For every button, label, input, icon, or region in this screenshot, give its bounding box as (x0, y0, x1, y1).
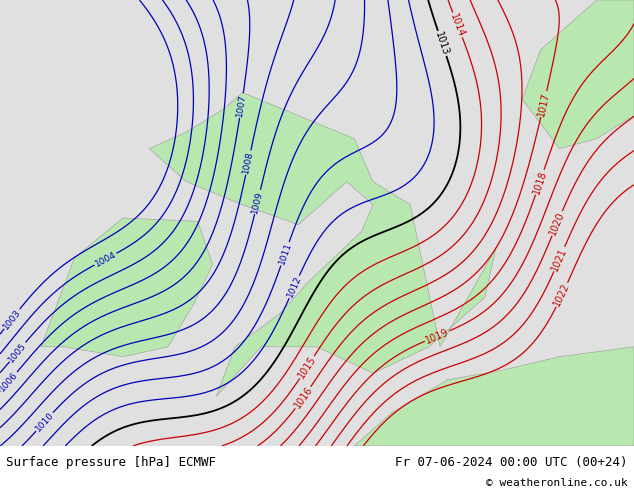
Text: 1015: 1015 (296, 354, 318, 380)
Text: Fr 07-06-2024 00:00 UTC (00+24): Fr 07-06-2024 00:00 UTC (00+24) (395, 456, 628, 469)
Text: 1010: 1010 (34, 410, 56, 434)
Polygon shape (149, 93, 496, 396)
Polygon shape (41, 218, 212, 357)
Text: 1022: 1022 (552, 282, 572, 308)
Text: 1016: 1016 (292, 385, 314, 411)
Text: Surface pressure [hPa] ECMWF: Surface pressure [hPa] ECMWF (6, 456, 216, 469)
Text: 1009: 1009 (250, 190, 264, 214)
Text: 1017: 1017 (536, 91, 552, 117)
Text: 1020: 1020 (548, 210, 567, 237)
Text: 1021: 1021 (550, 246, 569, 272)
Text: 1013: 1013 (434, 30, 451, 57)
Text: © weatheronline.co.uk: © weatheronline.co.uk (486, 478, 628, 489)
Text: 1012: 1012 (285, 274, 303, 299)
Text: 1018: 1018 (531, 169, 548, 196)
Polygon shape (522, 0, 634, 148)
Text: 1007: 1007 (235, 94, 248, 118)
Text: 1014: 1014 (448, 12, 467, 38)
Text: 1006: 1006 (0, 370, 20, 393)
Text: 1003: 1003 (1, 307, 23, 331)
Polygon shape (354, 347, 634, 446)
Text: 1019: 1019 (424, 327, 450, 345)
Text: 1004: 1004 (93, 250, 118, 269)
Text: 1005: 1005 (7, 341, 29, 364)
Text: 1011: 1011 (277, 242, 293, 266)
Text: 1008: 1008 (242, 150, 255, 175)
